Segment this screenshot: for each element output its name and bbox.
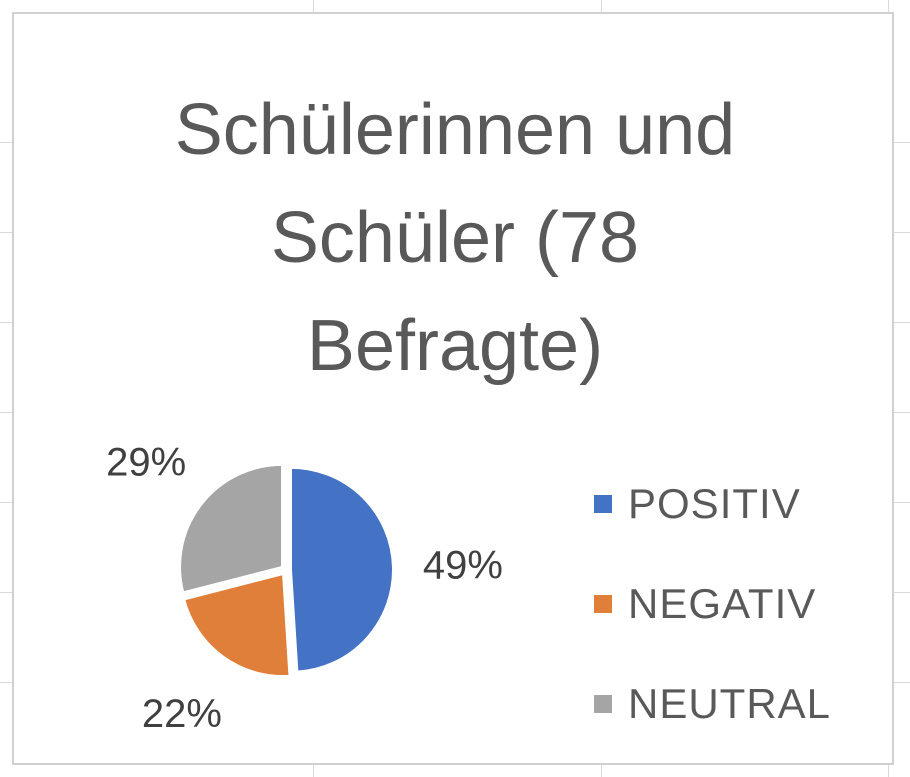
pie-slice-positiv[interactable]	[289, 466, 394, 673]
chart-title-line: Befragte)	[306, 306, 604, 386]
chart-legend[interactable]: POSITIV NEGATIV NEUTRAL	[594, 454, 831, 754]
pie-slice-neutral[interactable]	[179, 463, 284, 594]
chart-title-line: Schülerinnen und	[174, 90, 736, 170]
data-label-neutral: 29%	[106, 441, 186, 485]
legend-swatch-neutral	[594, 695, 612, 713]
legend-label-neutral: NEUTRAL	[628, 680, 832, 727]
pie-chart: 49% 22% 29%	[106, 441, 503, 737]
data-label-positiv: 49%	[423, 543, 503, 587]
pie-data-labels: 49% 22% 29%	[106, 441, 503, 737]
legend-swatch-negativ	[594, 595, 612, 613]
legend-label-negativ: NEGATIV	[628, 580, 817, 627]
chart-area[interactable]: Schülerinnen und Schüler (78 Befragte) 4…	[12, 12, 894, 765]
data-label-negativ: 22%	[142, 692, 222, 736]
chart-title-line: Schüler (78	[270, 198, 640, 278]
legend-label-positiv: POSITIV	[628, 480, 801, 527]
chart-title[interactable]: Schülerinnen und Schüler (78 Befragte)	[14, 76, 896, 400]
pie-slices	[179, 463, 394, 678]
legend-item-neutral[interactable]: NEUTRAL	[594, 654, 831, 754]
legend-item-positiv[interactable]: POSITIV	[594, 454, 831, 554]
pie-slice-negativ[interactable]	[183, 572, 291, 678]
legend-item-negativ[interactable]: NEGATIV	[594, 554, 831, 654]
legend-swatch-positiv	[594, 495, 612, 513]
